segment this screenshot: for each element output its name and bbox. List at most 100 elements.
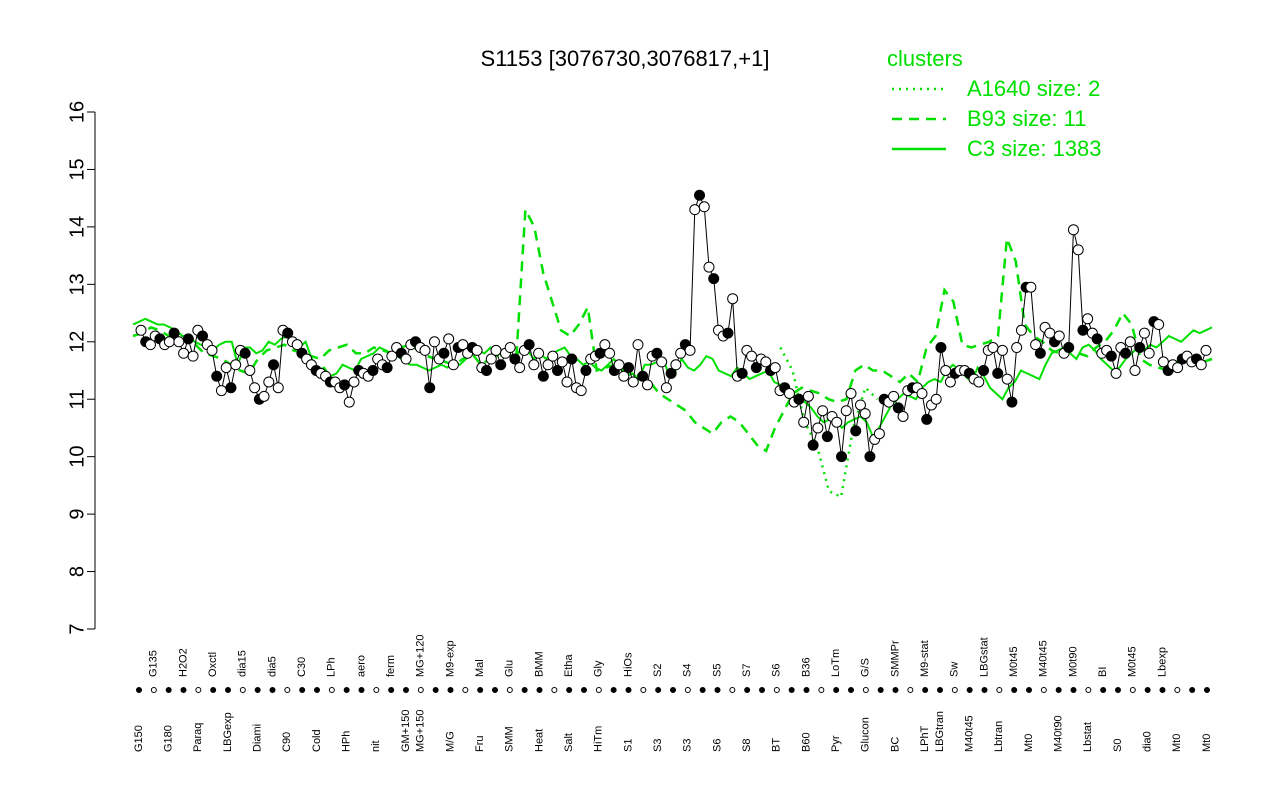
data-point xyxy=(623,362,635,374)
x-tick-label-bottom: BC xyxy=(889,737,901,752)
x-tick-marker xyxy=(1085,687,1092,693)
x-tick-marker xyxy=(195,687,202,693)
data-point xyxy=(580,365,592,376)
x-tick-marker xyxy=(1115,687,1121,693)
x-tick-label-top: G/S xyxy=(860,658,872,677)
chart-title: S1153 [3076730,3076817,+1] xyxy=(481,46,770,71)
x-tick-label-bottom: LBGtran xyxy=(934,711,946,752)
point-connector xyxy=(878,399,885,434)
data-point xyxy=(249,382,261,394)
y-tick-label: 7 xyxy=(66,623,88,634)
data-point xyxy=(447,359,459,371)
data-point xyxy=(613,359,625,371)
x-tick-marker xyxy=(625,687,632,693)
data-point xyxy=(873,428,885,440)
data-point xyxy=(722,327,734,339)
data-point xyxy=(760,356,772,368)
point-connector xyxy=(713,278,719,331)
x-tick-marker xyxy=(536,687,543,693)
x-tick-label-top: M9-stat xyxy=(919,640,931,677)
data-point xyxy=(225,382,237,394)
x-tick-label-bottom: dia0 xyxy=(1142,731,1154,752)
point-connector xyxy=(1011,347,1018,403)
x-tick-label-top: S6 xyxy=(771,664,783,677)
x-tick-marker xyxy=(922,687,929,693)
x-tick-label-top: Gly xyxy=(593,660,605,677)
data-point xyxy=(916,387,928,399)
data-point xyxy=(888,390,900,402)
data-point xyxy=(703,261,715,273)
x-tick-marker xyxy=(610,687,617,693)
x-tick-label-bottom: SMM xyxy=(504,726,516,752)
x-tick-label-bottom: LPhT xyxy=(919,725,931,752)
x-tick-marker xyxy=(506,687,513,693)
data-point xyxy=(831,416,843,428)
x-tick-label-bottom: GM+150 xyxy=(400,710,412,753)
data-point xyxy=(689,204,701,216)
x-tick-marker xyxy=(165,687,172,693)
x-tick-marker xyxy=(388,687,395,693)
data-point xyxy=(1030,339,1042,351)
x-tick-marker xyxy=(862,687,869,693)
x-tick-marker xyxy=(892,687,899,693)
legend-entries: A1640 size: 2 B93 size: 11 C3 size: 1383 xyxy=(892,76,1102,161)
x-tick-marker xyxy=(1055,687,1062,693)
point-connector xyxy=(935,347,942,400)
x-tick-marker xyxy=(655,687,662,693)
x-tick-marker xyxy=(1189,687,1196,693)
y-tick-label: 15 xyxy=(66,158,88,180)
data-point xyxy=(807,439,819,451)
data-point xyxy=(523,339,535,351)
data-point xyxy=(746,350,758,362)
data-point xyxy=(197,330,209,342)
data-point xyxy=(1143,347,1155,359)
y-tick-label: 9 xyxy=(66,509,88,520)
x-tick-marker xyxy=(788,687,795,693)
data-point xyxy=(769,362,781,374)
x-tick-marker xyxy=(254,687,261,693)
point-connector xyxy=(1030,287,1037,345)
x-tick-marker xyxy=(210,687,217,693)
data-point xyxy=(343,396,355,408)
x-tick-marker xyxy=(640,687,647,693)
data-point xyxy=(495,359,507,371)
x-tick-label-top: H2O2 xyxy=(177,648,189,677)
data-point xyxy=(1105,350,1117,362)
data-point xyxy=(182,333,194,345)
x-tick-label-bottom: nit xyxy=(370,740,382,752)
point-connector xyxy=(703,206,710,268)
x-tick-label-bottom: HiTm xyxy=(593,726,605,752)
x-tick-marker xyxy=(1174,687,1181,693)
x-tick-label-top: M40t45 xyxy=(1038,640,1050,677)
x-tick-label-top: S2 xyxy=(652,664,664,677)
x-tick-marker xyxy=(848,687,854,693)
x-tick-label-bottom: Lbstat xyxy=(1082,722,1094,752)
x-tick-label-bottom: S6 xyxy=(711,739,723,752)
data-point xyxy=(230,359,242,371)
point-connector xyxy=(424,350,431,388)
data-point xyxy=(793,393,805,405)
x-tick-marker xyxy=(314,687,320,693)
data-point xyxy=(637,370,649,382)
x-tick-marker xyxy=(447,687,454,693)
series-line-dashed xyxy=(132,205,1213,453)
x-tick-marker xyxy=(670,687,676,693)
data-point xyxy=(651,347,663,359)
data-point xyxy=(698,201,710,213)
data-point xyxy=(556,356,568,368)
x-tick-label-bottom: S3 xyxy=(652,739,664,752)
x-tick-marker xyxy=(1026,687,1032,693)
x-tick-label-bottom: S3 xyxy=(682,739,694,752)
data-point xyxy=(1077,324,1089,336)
x-tick-label-bottom: Mt0 xyxy=(1201,734,1213,752)
data-point xyxy=(471,344,483,356)
data-point xyxy=(268,359,280,371)
data-point xyxy=(996,344,1008,356)
data-point xyxy=(798,416,810,428)
x-tick-marker xyxy=(239,687,246,693)
x-tick-label-bottom: Mt0 xyxy=(1023,734,1035,752)
point-connector xyxy=(429,341,435,388)
data-point xyxy=(665,367,677,379)
x-tick-marker xyxy=(803,687,810,693)
x-tick-marker xyxy=(714,687,721,693)
